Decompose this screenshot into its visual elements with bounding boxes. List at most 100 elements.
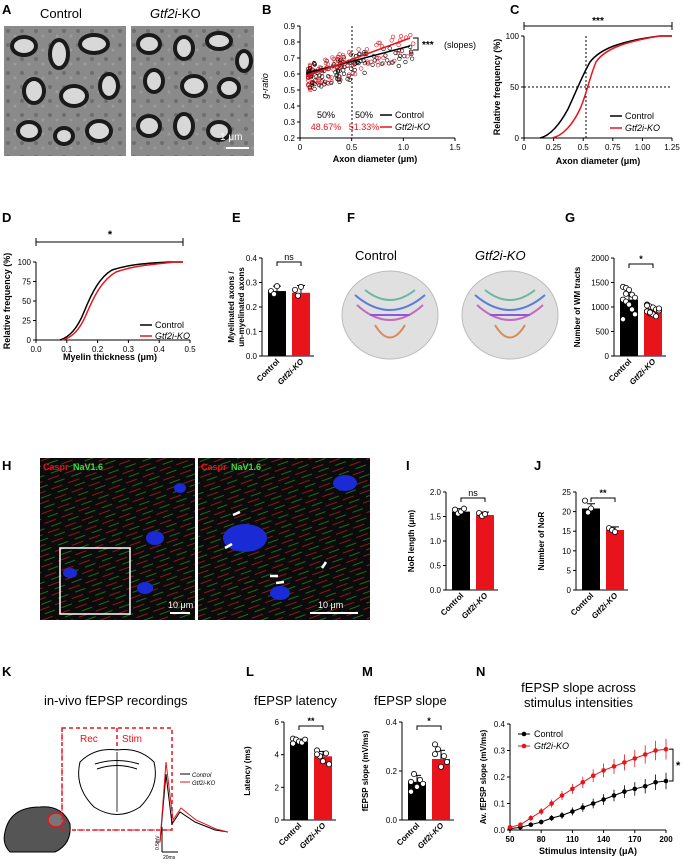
data-point bbox=[420, 780, 427, 787]
point-control bbox=[397, 53, 403, 59]
bar-ko bbox=[314, 756, 332, 820]
y-tick-label: 1.5 bbox=[430, 513, 442, 522]
point-control bbox=[334, 73, 339, 78]
data-point bbox=[461, 505, 468, 512]
y-tick-label: 0.0 bbox=[386, 816, 398, 825]
y-axis-label: Number of WM tracts bbox=[573, 266, 582, 347]
y-tick-label: 0 bbox=[275, 816, 280, 825]
x-tick-label: 0.2 bbox=[92, 345, 104, 354]
y-tick-label: 0.3 bbox=[494, 747, 506, 756]
panel-n-title: fEPSP slope across stimulus intensities bbox=[476, 680, 681, 710]
y-tick-label: 0 bbox=[27, 336, 32, 345]
data-point bbox=[663, 778, 669, 784]
panel-c-cdf: 0 50 100 0 0.25 0.5 0.75 1.00 1.25 *** Relative… bbox=[492, 16, 680, 166]
panel-h-immunostaining: Caspr NaV1.6 Caspr NaV1.6 10 μm 10 μm bbox=[40, 458, 370, 620]
point-control bbox=[379, 61, 384, 66]
k-trace-ko bbox=[155, 761, 229, 843]
c-legend-ko: Gtf2i-KO bbox=[625, 123, 660, 133]
y-tick-label: 500 bbox=[596, 328, 610, 337]
h-label-nav-2: NaV1.6 bbox=[231, 462, 261, 472]
data-point bbox=[408, 778, 415, 785]
point-ko bbox=[323, 60, 328, 66]
x-tick-label: 170 bbox=[628, 835, 642, 844]
point-ko bbox=[411, 41, 416, 46]
panel-letter-a: A bbox=[2, 2, 12, 17]
point-control bbox=[341, 54, 346, 60]
data-point bbox=[588, 505, 595, 512]
point-ko bbox=[331, 67, 336, 72]
data-point bbox=[320, 758, 327, 765]
point-control bbox=[319, 84, 324, 89]
y-tick-label: 0.5 bbox=[430, 562, 442, 571]
data-point bbox=[518, 822, 523, 827]
panel-letter-j: J bbox=[534, 458, 542, 473]
x-label-ko: Gtf2i-KO bbox=[298, 821, 328, 851]
b-pct-left: 50% bbox=[317, 110, 335, 120]
bar-ko bbox=[606, 530, 624, 590]
point-control bbox=[402, 53, 407, 59]
bar-control bbox=[582, 508, 600, 590]
data-point bbox=[626, 301, 633, 308]
panel-a-scalebar: 1 μm bbox=[220, 132, 243, 143]
point-ko bbox=[327, 74, 332, 80]
y-tick-label: 0.4 bbox=[284, 102, 296, 111]
y-axis-label: Latency (ms) bbox=[243, 746, 252, 796]
point-control bbox=[352, 67, 357, 73]
point-ko bbox=[345, 63, 350, 68]
d-xlabel: Myelin thickness (μm) bbox=[63, 352, 157, 362]
panel-k-title: in-vivo fEPSP recordings bbox=[44, 693, 188, 708]
y-tick-label: 1000 bbox=[591, 303, 609, 312]
panel-letter-b: B bbox=[262, 2, 272, 17]
y-tick-label: 0 bbox=[515, 134, 520, 143]
y-axis-label: NoR length (μm) bbox=[407, 510, 416, 573]
x-label-ko: Gtf2i-KO bbox=[276, 357, 306, 387]
d-curve-ko bbox=[61, 261, 183, 341]
panel-a-ko-label: Gtf2i-KO bbox=[150, 6, 201, 21]
x-label-ko: Gtf2i-KO bbox=[590, 591, 620, 621]
y-tick-label: 0.0 bbox=[246, 352, 258, 361]
point-control bbox=[337, 79, 342, 84]
b-pct-right-ko: 51.33% bbox=[349, 122, 380, 132]
point-ko bbox=[329, 75, 334, 80]
point-ko bbox=[395, 51, 401, 56]
y-tick-label: 75 bbox=[22, 278, 31, 287]
data-point bbox=[653, 748, 658, 753]
data-point bbox=[622, 789, 627, 794]
point-ko bbox=[352, 71, 358, 77]
data-point bbox=[632, 311, 639, 318]
data-point bbox=[411, 771, 418, 778]
point-ko bbox=[321, 82, 327, 87]
data-point bbox=[274, 283, 281, 290]
y-axis-label: un-myelinated axons bbox=[237, 267, 246, 347]
data-point bbox=[441, 753, 448, 760]
panel-letter-h: H bbox=[2, 458, 12, 473]
y-tick-label: 2000 bbox=[591, 254, 609, 263]
point-ko bbox=[316, 75, 321, 80]
data-point bbox=[326, 761, 333, 768]
x-tick-label: 0.4 bbox=[154, 345, 166, 354]
x-tick-label: 110 bbox=[566, 835, 579, 844]
sig-label: * bbox=[639, 254, 643, 264]
h-label-caspr-1: Caspr bbox=[43, 462, 69, 472]
y-tick-label: 0 bbox=[567, 586, 572, 595]
k-scale-v: 0.5mV bbox=[155, 835, 161, 850]
h-scalebar-1: 10 μm bbox=[168, 600, 193, 610]
n-title-line1: fEPSP slope across bbox=[521, 680, 636, 695]
point-control bbox=[316, 82, 322, 88]
sig-bracket bbox=[460, 497, 486, 502]
y-tick-label: 0.1 bbox=[494, 800, 506, 809]
point-control bbox=[410, 56, 415, 61]
x-tick-label: 0.3 bbox=[123, 345, 135, 354]
data-point bbox=[290, 740, 297, 747]
y-tick-label: 0.3 bbox=[284, 118, 296, 127]
x-tick-label: 0.5 bbox=[578, 143, 590, 152]
b-xlabel: Axon diameter (μm) bbox=[333, 154, 418, 164]
b-legend-ko: Gtf2i-KO bbox=[395, 122, 430, 132]
x-tick-label: 1.0 bbox=[398, 143, 410, 152]
d-y-ticks: 0 25 50 75 100 bbox=[18, 258, 36, 345]
data-point bbox=[549, 815, 554, 821]
panel-letter-c: C bbox=[510, 2, 520, 17]
point-control bbox=[347, 77, 352, 83]
data-point bbox=[663, 746, 669, 752]
